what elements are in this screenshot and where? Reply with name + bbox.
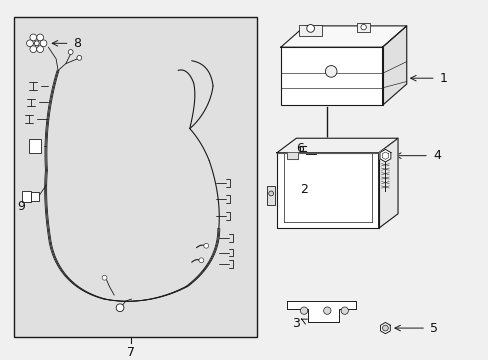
Circle shape (340, 307, 348, 314)
Bar (298, 24, 322, 36)
Circle shape (40, 40, 47, 47)
Circle shape (323, 307, 330, 314)
Circle shape (325, 66, 336, 77)
Text: 6: 6 (296, 143, 304, 156)
Circle shape (37, 34, 43, 41)
Polygon shape (286, 301, 356, 322)
Circle shape (306, 24, 314, 32)
Circle shape (30, 34, 37, 41)
Polygon shape (382, 26, 406, 105)
Text: 7: 7 (126, 346, 134, 359)
Circle shape (268, 191, 273, 196)
Circle shape (26, 40, 33, 47)
Bar (29, 139, 41, 153)
Text: 2: 2 (300, 183, 307, 196)
Circle shape (102, 275, 107, 280)
Circle shape (68, 50, 73, 54)
Circle shape (34, 41, 39, 46)
Polygon shape (286, 153, 298, 158)
Circle shape (382, 325, 387, 331)
Polygon shape (276, 138, 397, 153)
Circle shape (199, 258, 203, 263)
Circle shape (203, 243, 208, 248)
Polygon shape (276, 153, 378, 228)
Bar (280, 47, 382, 105)
Bar (22, 190, 31, 202)
Circle shape (77, 55, 81, 60)
Polygon shape (379, 149, 390, 162)
Polygon shape (280, 26, 406, 47)
Circle shape (116, 304, 123, 312)
Text: 4: 4 (432, 149, 440, 162)
Bar (15, 17, 256, 337)
Text: 8: 8 (73, 37, 81, 50)
Bar (267, 186, 274, 205)
Text: 5: 5 (429, 321, 437, 334)
Polygon shape (380, 323, 389, 334)
Text: 9: 9 (17, 199, 25, 212)
Circle shape (37, 46, 43, 53)
Polygon shape (378, 138, 397, 228)
Bar (305, 142, 315, 154)
Circle shape (30, 46, 37, 53)
Text: 1: 1 (439, 72, 447, 85)
Bar (31, 192, 39, 201)
Bar (356, 23, 369, 32)
Text: 3: 3 (292, 317, 300, 330)
Circle shape (360, 24, 366, 30)
Circle shape (300, 307, 307, 314)
